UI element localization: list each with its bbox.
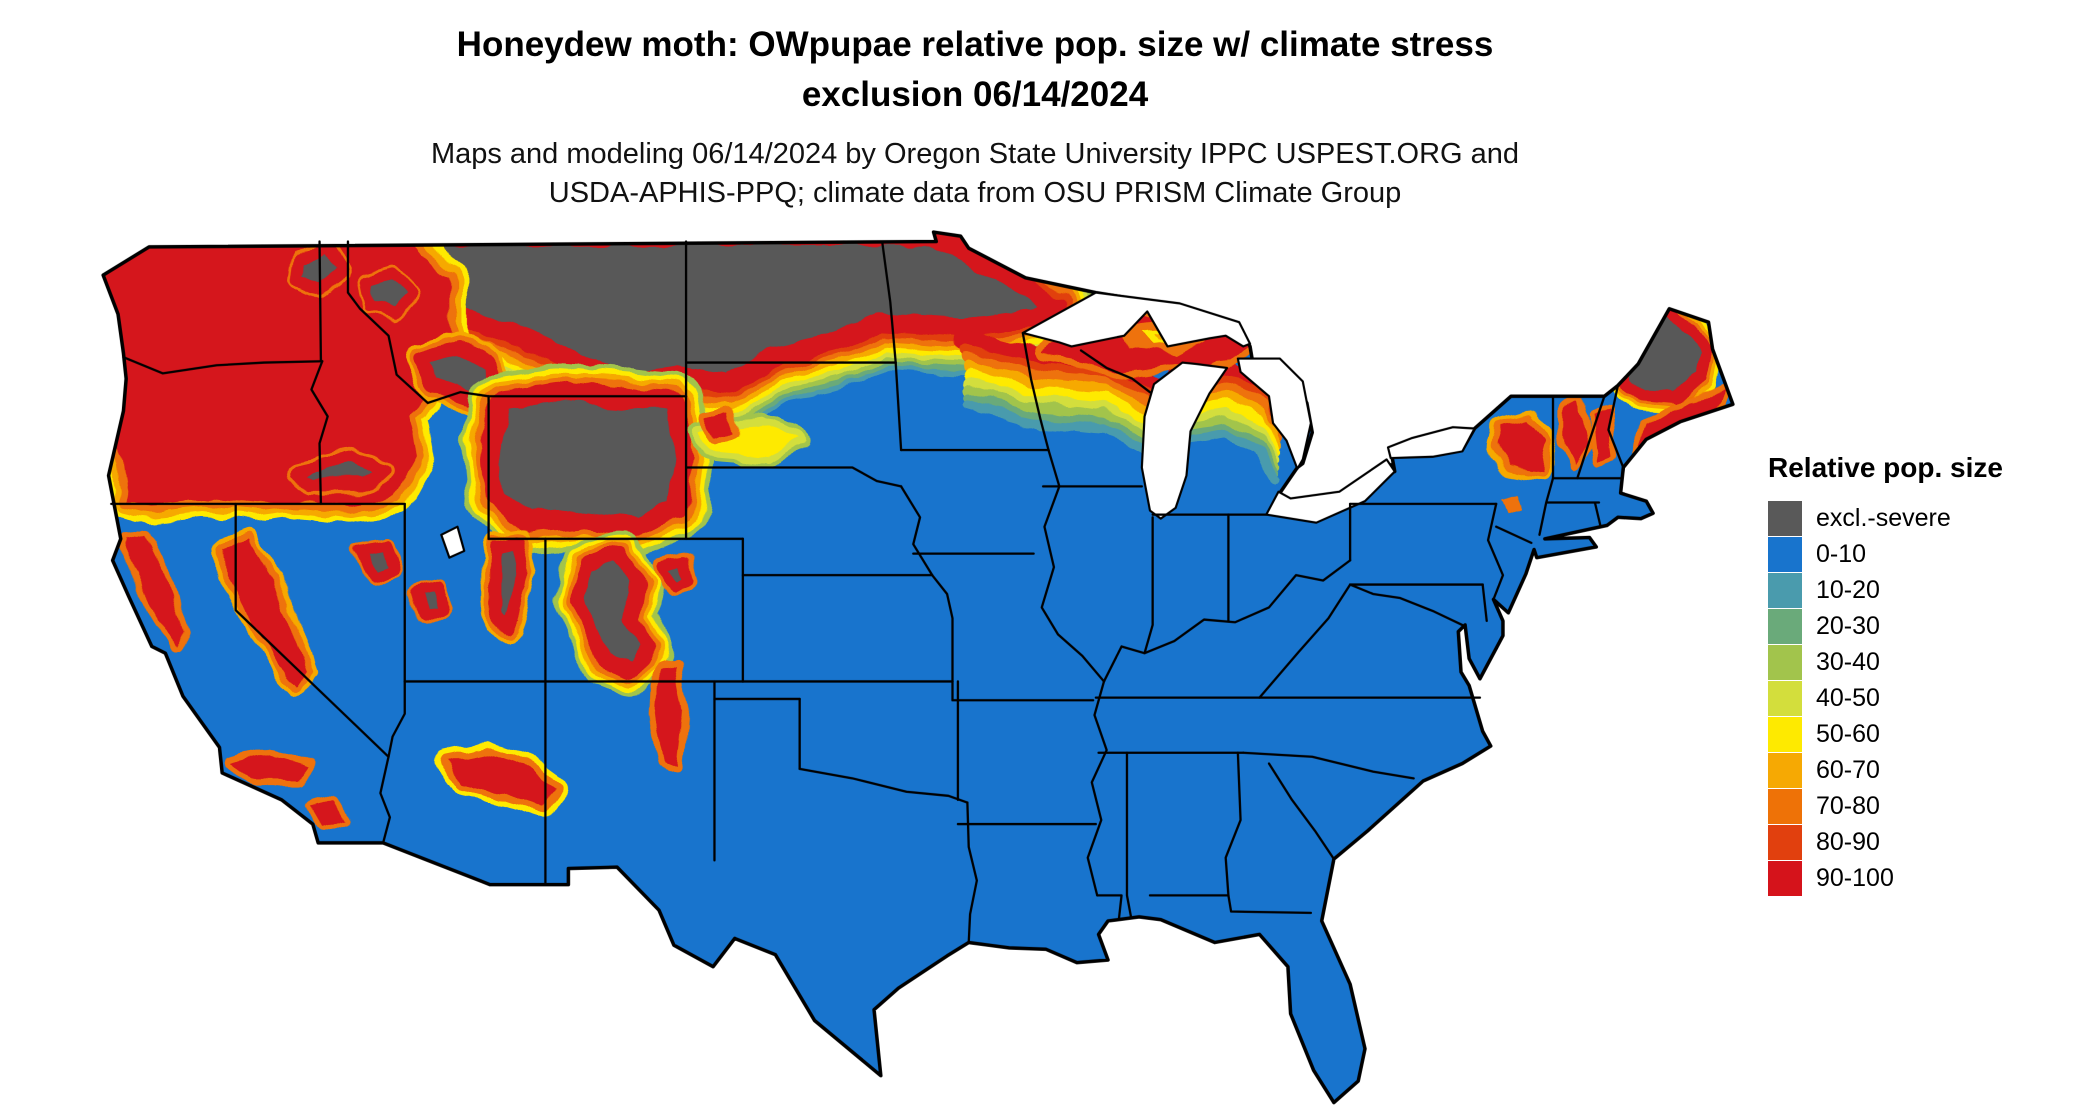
legend-swatch [1768, 500, 1802, 536]
legend-swatch [1768, 752, 1802, 788]
legend-row: 0-10 [1768, 536, 2098, 572]
legend-label: 40-50 [1816, 683, 1880, 712]
lake-superior [1021, 291, 1252, 348]
legend-row: 70-80 [1768, 788, 2098, 824]
raster-layer [103, 232, 1733, 1103]
legend-label: 90-100 [1816, 863, 1894, 892]
header: Honeydew moth: OWpupae relative pop. siz… [0, 20, 1950, 212]
legend-label: 50-60 [1816, 719, 1880, 748]
legend-swatch [1768, 824, 1802, 860]
map-title-line1: Honeydew moth: OWpupae relative pop. siz… [456, 25, 1494, 64]
legend-swatch [1768, 788, 1802, 824]
legend-swatch [1768, 680, 1802, 716]
legend-row: 40-50 [1768, 680, 2098, 716]
legend-row: 80-90 [1768, 824, 2098, 860]
legend-label: 20-30 [1816, 611, 1880, 640]
legend-swatch [1768, 716, 1802, 752]
lake-huron [1236, 357, 1312, 470]
map-subtitle: Maps and modeling 06/14/2024 by Oregon S… [0, 135, 1950, 212]
legend-row: 50-60 [1768, 716, 2098, 752]
legend-label: 80-90 [1816, 827, 1880, 856]
legend-swatch [1768, 536, 1802, 572]
lake-michigan [1140, 361, 1229, 520]
great-salt-lake [440, 525, 466, 559]
legend-row: excl.-severe [1768, 500, 2098, 536]
map-subtitle-line1: Maps and modeling 06/14/2024 by Oregon S… [430, 138, 1520, 171]
legend-label: excl.-severe [1816, 503, 1951, 532]
state-borders [110, 240, 1625, 944]
us-map-svg [101, 230, 1735, 1105]
legend-label: 30-40 [1816, 647, 1880, 676]
legend-items: excl.-severe 0-10 10-20 20-30 30-40 40-5… [1768, 500, 2098, 896]
legend: Relative pop. size excl.-severe 0-10 10-… [1768, 452, 2098, 896]
legend-swatch [1768, 572, 1802, 608]
legend-row: 30-40 [1768, 644, 2098, 680]
legend-label: 70-80 [1816, 791, 1880, 820]
legend-swatch [1768, 608, 1802, 644]
legend-title: Relative pop. size [1768, 452, 2003, 483]
lake-erie [1265, 458, 1396, 524]
map-subtitle-line2: USDA-APHIS-PPQ; climate data from OSU PR… [548, 176, 1402, 209]
legend-label: 10-20 [1816, 575, 1880, 604]
legend-row: 10-20 [1768, 572, 2098, 608]
legend-row: 60-70 [1768, 752, 2098, 788]
legend-row: 90-100 [1768, 860, 2098, 896]
map-container [95, 228, 1745, 1116]
map-title: Honeydew moth: OWpupae relative pop. siz… [0, 20, 1950, 119]
map-title-line2: exclusion 06/14/2024 [801, 74, 1149, 114]
legend-label: 60-70 [1816, 755, 1880, 784]
lakes-layer [440, 291, 1476, 559]
legend-row: 20-30 [1768, 608, 2098, 644]
legend-swatch [1768, 644, 1802, 680]
legend-swatch [1768, 860, 1802, 896]
lake-ontario [1386, 426, 1476, 460]
legend-label: 0-10 [1816, 539, 1867, 568]
